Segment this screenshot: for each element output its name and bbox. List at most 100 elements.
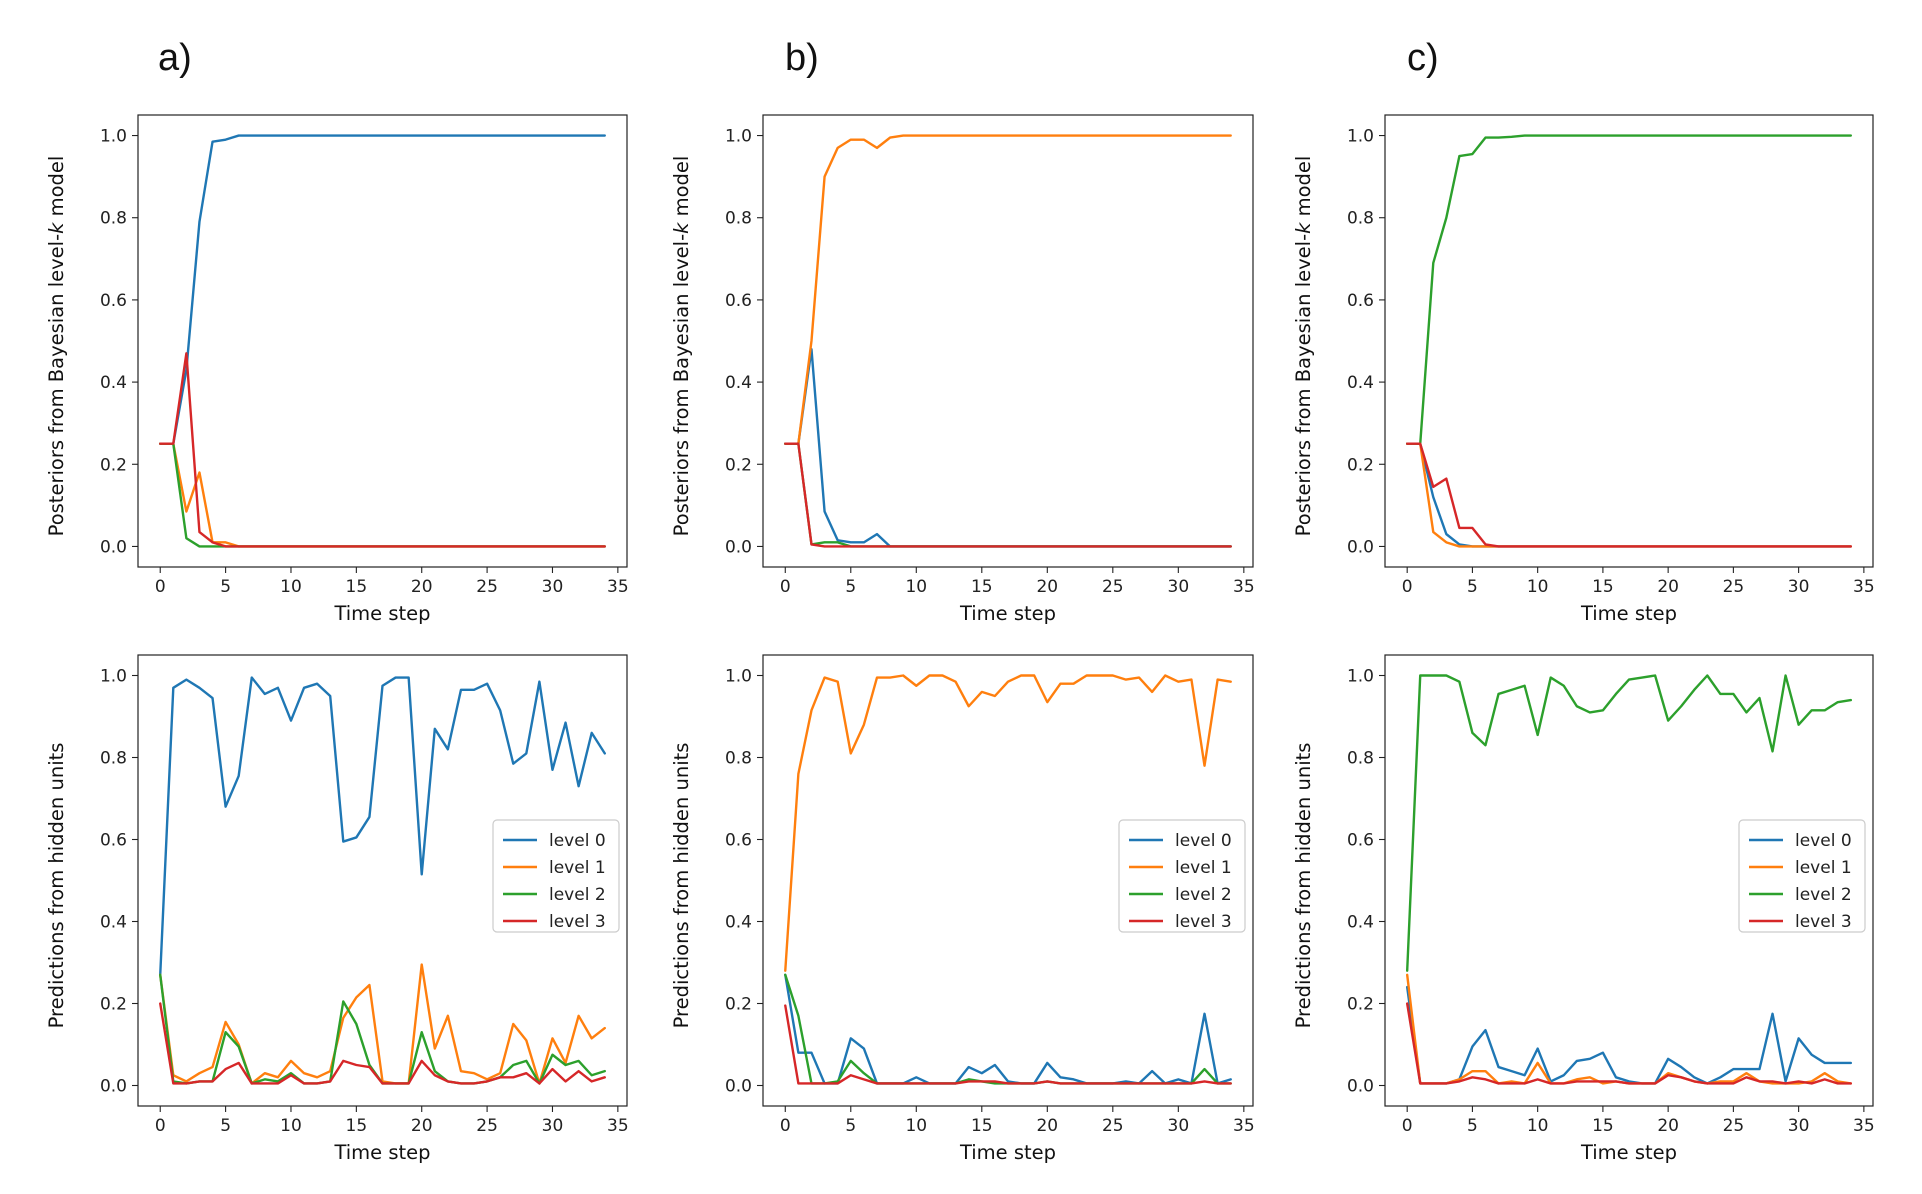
panel-label: a) bbox=[158, 37, 192, 79]
x-tick-label: 0 bbox=[1402, 1116, 1413, 1136]
y-tick-label: 1.0 bbox=[100, 667, 127, 687]
y-tick-label: 0.8 bbox=[100, 749, 127, 769]
series-line-level-3 bbox=[159, 352, 606, 548]
y-tick-label: 0.0 bbox=[1347, 537, 1374, 557]
x-tick-label: 20 bbox=[1036, 1116, 1058, 1136]
legend-box bbox=[492, 819, 620, 933]
y-tick-label: 0.4 bbox=[1347, 913, 1374, 933]
axes-frame bbox=[762, 114, 1254, 568]
legend-entry: level 0 bbox=[1175, 831, 1232, 851]
series-line-level-3 bbox=[784, 442, 1232, 548]
x-tick-label: 25 bbox=[476, 1116, 498, 1136]
x-tick-label: 10 bbox=[280, 577, 302, 597]
panel-6: 0 5 10 15 20 25 30 35 0.0 0.2 0.4 0.6 0.8 1.0 Time ste… bbox=[1292, 654, 1875, 1164]
axes-frame bbox=[137, 654, 628, 1107]
x-tick-label: 20 bbox=[411, 577, 433, 597]
y-tick-label: 0.2 bbox=[100, 455, 127, 475]
series-line-level-0 bbox=[784, 973, 1232, 1085]
y-tick-label: 0.2 bbox=[100, 995, 127, 1015]
legend-entry: level 3 bbox=[549, 912, 606, 932]
y-tick-label: 0.6 bbox=[100, 291, 127, 311]
y-tick-label: 1.0 bbox=[100, 127, 127, 147]
y-tick-label: 1.0 bbox=[725, 127, 752, 147]
legend: level 0 level 1 level 2 level 3 bbox=[1118, 819, 1246, 933]
x-tick-label: 25 bbox=[476, 577, 498, 597]
legend-entry: level 1 bbox=[1795, 858, 1852, 878]
y-tick-label: 0.4 bbox=[725, 373, 752, 393]
y-tick-label: 0.6 bbox=[100, 831, 127, 851]
x-tick-label: 15 bbox=[346, 577, 368, 597]
x-tick-label: 10 bbox=[1527, 1116, 1549, 1136]
x-tick-label: 35 bbox=[1233, 577, 1255, 597]
x-tick-label: 35 bbox=[1853, 1116, 1875, 1136]
series-line-level-3 bbox=[159, 1002, 606, 1085]
y-tick-label: 0.4 bbox=[725, 913, 752, 933]
legend-entry: level 2 bbox=[549, 885, 606, 905]
x-tick-label: 5 bbox=[845, 1116, 856, 1136]
series-line-level-0 bbox=[159, 134, 606, 445]
panel-label: b) bbox=[785, 37, 819, 79]
x-tick-label: 15 bbox=[346, 1116, 368, 1136]
legend-entry: level 0 bbox=[1795, 831, 1852, 851]
x-tick-label: 20 bbox=[1036, 577, 1058, 597]
y-axis-label: Posteriors from Bayesian level-k model bbox=[670, 156, 693, 537]
legend-entry: level 2 bbox=[1795, 885, 1852, 905]
series-line-level-3 bbox=[784, 1004, 1232, 1085]
y-tick-label: 0.4 bbox=[100, 373, 127, 393]
x-tick-label: 15 bbox=[1592, 577, 1614, 597]
x-tick-label: 15 bbox=[971, 1116, 993, 1136]
x-tick-label: 0 bbox=[155, 577, 166, 597]
x-tick-label: 30 bbox=[1788, 577, 1810, 597]
y-tick-label: 0.0 bbox=[725, 537, 752, 557]
x-tick-label: 0 bbox=[1402, 577, 1413, 597]
x-tick-label: 25 bbox=[1102, 1116, 1124, 1136]
y-tick-label: 1.0 bbox=[725, 667, 752, 687]
x-tick-label: 30 bbox=[542, 577, 564, 597]
legend: level 0 level 1 level 2 level 3 bbox=[1738, 819, 1866, 933]
x-tick-label: 5 bbox=[1467, 1116, 1478, 1136]
y-axis-label: Predictions from hidden units bbox=[670, 743, 693, 1029]
x-axis-label: Time step bbox=[959, 602, 1056, 625]
x-tick-label: 20 bbox=[1657, 1116, 1679, 1136]
x-tick-label: 5 bbox=[845, 577, 856, 597]
x-tick-label: 15 bbox=[1592, 1116, 1614, 1136]
series-line-level-2 bbox=[1405, 134, 1853, 445]
x-tick-label: 35 bbox=[607, 1116, 629, 1136]
x-tick-label: 35 bbox=[1853, 577, 1875, 597]
axes-frame bbox=[1384, 114, 1874, 568]
y-tick-label: 0.0 bbox=[100, 537, 127, 557]
legend: level 0 level 1 level 2 level 3 bbox=[492, 819, 620, 933]
y-tick-label: 0.8 bbox=[100, 209, 127, 229]
panel-5: 0 5 10 15 20 25 30 35 0.0 0.2 0.4 0.6 0.8 1.0 Time ste… bbox=[670, 654, 1255, 1164]
y-axis-label: Predictions from hidden units bbox=[1292, 743, 1315, 1029]
y-tick-label: 0.6 bbox=[1347, 831, 1374, 851]
series-line-level-1 bbox=[159, 963, 606, 1085]
x-tick-label: 30 bbox=[1168, 1116, 1190, 1136]
x-tick-label: 30 bbox=[1168, 577, 1190, 597]
y-axis-label: Posteriors from Bayesian level-k model bbox=[1292, 156, 1315, 537]
panel-label: c) bbox=[1407, 37, 1439, 79]
x-tick-label: 35 bbox=[607, 577, 629, 597]
series-line-level-2 bbox=[1405, 674, 1853, 972]
x-axis-label: Time step bbox=[333, 1141, 430, 1164]
series-line-level-0 bbox=[159, 676, 606, 976]
panel-3: 0 5 10 15 20 25 30 35 0.0 0.2 0.4 0.6 0.8 1.0 Time ste… bbox=[1292, 37, 1875, 625]
series-line-level-3 bbox=[1405, 442, 1853, 548]
series-line-level-1 bbox=[784, 674, 1232, 972]
x-tick-label: 10 bbox=[905, 577, 927, 597]
x-tick-label: 0 bbox=[155, 1116, 166, 1136]
panel-4: 0 5 10 15 20 25 30 35 0.0 0.2 0.4 0.6 0.8 1.0 Time ste… bbox=[45, 654, 629, 1164]
x-tick-label: 0 bbox=[780, 1116, 791, 1136]
y-tick-label: 1.0 bbox=[1347, 667, 1374, 687]
series-line-level-1 bbox=[159, 442, 606, 548]
legend-entry: level 1 bbox=[1175, 858, 1232, 878]
y-tick-label: 0.8 bbox=[725, 749, 752, 769]
panel-2: 0 5 10 15 20 25 30 35 0.0 0.2 0.4 0.6 0.8 1.0 Time ste… bbox=[670, 37, 1255, 625]
y-tick-label: 0.8 bbox=[1347, 749, 1374, 769]
x-tick-label: 5 bbox=[220, 577, 231, 597]
x-axis-label: Time step bbox=[1580, 602, 1677, 625]
y-axis-label: Posteriors from Bayesian level-k model bbox=[45, 156, 68, 537]
x-tick-label: 20 bbox=[1657, 577, 1679, 597]
legend-entry: level 1 bbox=[549, 858, 606, 878]
